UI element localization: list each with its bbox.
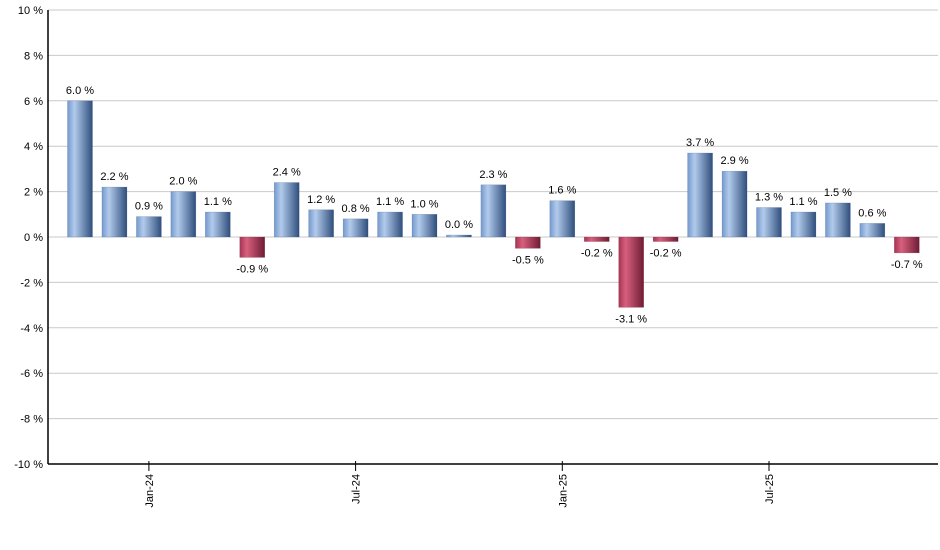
- bar-value-label: 0.9 %: [135, 201, 163, 213]
- bar-value-label: -0.2 %: [650, 248, 682, 260]
- bar-value-label: -3.1 %: [615, 313, 647, 325]
- bar: [67, 100, 93, 238]
- bar-value-label: 1.1 %: [376, 196, 404, 208]
- bar-value-label: -0.9 %: [236, 263, 268, 275]
- value-label-layer: 10 % 8 % 6 % 4 % 2 % 0 % -2 % -4 % -6 % -8 % -10 %…: [14, 5, 923, 508]
- x-tick-label: Jul-24: [351, 474, 363, 504]
- bar-value-label: 1.6 %: [548, 185, 576, 197]
- y-tick-label: -10 %: [14, 459, 43, 471]
- bar: [756, 207, 782, 238]
- bar-value-label: 3.7 %: [686, 137, 714, 149]
- bar: [859, 223, 886, 238]
- y-tick-label: -6 %: [20, 368, 43, 380]
- bar: [239, 236, 265, 258]
- y-tick-label: 4 %: [24, 141, 43, 153]
- bar-value-label: 1.2 %: [307, 194, 335, 206]
- bar-layer: [67, 100, 920, 308]
- bar: [652, 236, 679, 242]
- bar: [687, 152, 713, 238]
- bar: [136, 216, 162, 238]
- bar: [825, 202, 851, 238]
- bar-value-label: 1.3 %: [755, 191, 783, 203]
- bar: [101, 186, 128, 238]
- bar: [377, 211, 403, 238]
- bar: [721, 170, 748, 238]
- bar: [170, 191, 197, 238]
- bar: [446, 234, 472, 238]
- bar: [894, 236, 920, 254]
- bar: [411, 214, 438, 238]
- bar: [273, 182, 300, 238]
- x-tick-label: Jul-25: [764, 474, 776, 504]
- bar: [790, 211, 817, 238]
- y-tick-label: 8 %: [24, 50, 43, 62]
- bar: [549, 200, 576, 238]
- bar-value-label: 1.0 %: [410, 198, 438, 210]
- y-tick-label: 0 %: [24, 232, 43, 244]
- bar-value-label: 6.0 %: [66, 85, 94, 97]
- x-tick-label: Jan-25: [557, 474, 569, 508]
- bar-value-label: 0.8 %: [342, 203, 370, 215]
- bar: [308, 209, 334, 238]
- bar-value-label: 0.0 %: [445, 219, 473, 231]
- bar: [618, 236, 644, 308]
- bar-value-label: -0.5 %: [512, 254, 544, 266]
- bar-value-label: 2.2 %: [100, 171, 128, 183]
- bar-value-label: 2.0 %: [169, 176, 197, 188]
- axis-layer: [47, 10, 938, 471]
- bar-value-label: 0.6 %: [858, 207, 886, 219]
- bar: [584, 236, 610, 242]
- bar-value-label: -0.2 %: [581, 248, 613, 260]
- x-tick-label: Jan-24: [144, 474, 156, 508]
- bar-value-label: 2.4 %: [273, 167, 301, 179]
- y-tick-label: -8 %: [20, 414, 43, 426]
- bar: [342, 218, 369, 238]
- bar-value-label: 1.1 %: [204, 196, 232, 208]
- y-tick-label: 10 %: [18, 5, 43, 17]
- bar-value-label: 2.9 %: [720, 155, 748, 167]
- bar-value-label: 1.1 %: [789, 196, 817, 208]
- bar-value-label: -0.7 %: [891, 259, 923, 271]
- y-tick-label: 2 %: [24, 187, 43, 199]
- y-tick-label: 6 %: [24, 96, 43, 108]
- bar-value-label: 2.3 %: [479, 169, 507, 181]
- bar: [480, 184, 507, 238]
- bar-value-label: 1.5 %: [824, 187, 852, 199]
- y-tick-label: -2 %: [20, 277, 43, 289]
- y-tick-label: -4 %: [20, 323, 43, 335]
- bar: [515, 236, 541, 249]
- bar: [205, 211, 231, 238]
